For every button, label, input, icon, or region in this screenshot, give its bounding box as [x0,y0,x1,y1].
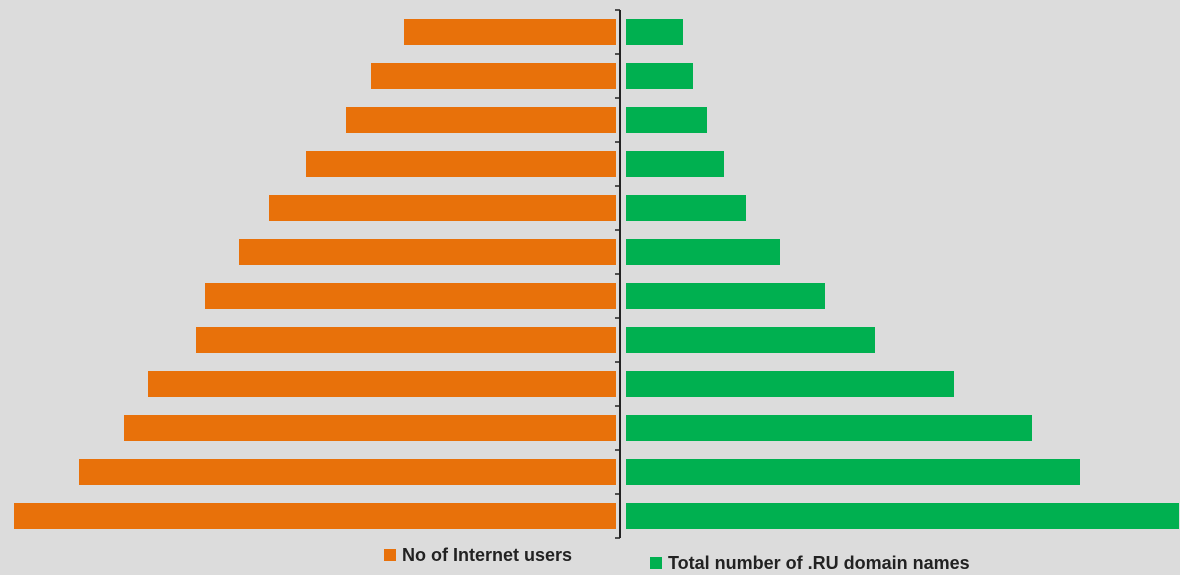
bar-internet-users-8 [148,371,616,397]
legend-item-internet-users: No of Internet users [384,543,572,567]
bar-internet-users-0 [404,19,616,45]
bar-internet-users-10 [79,459,616,485]
bar-internet-users-1 [371,63,616,89]
legend-swatch-green [650,557,662,569]
bar-ru-domains-5 [626,239,780,265]
bar-ru-domains-10 [626,459,1080,485]
bar-internet-users-6 [205,283,616,309]
bar-ru-domains-9 [626,415,1032,441]
legend-label-ru-domains: Total number of .RU domain names [668,552,970,573]
bar-internet-users-3 [306,151,616,177]
bar-internet-users-5 [239,239,616,265]
bar-ru-domains-0 [626,19,683,45]
bar-ru-domains-4 [626,195,746,221]
legend-label-internet-users: No of Internet users [402,544,573,565]
bar-internet-users-7 [196,327,616,353]
bar-internet-users-4 [269,195,616,221]
bar-ru-domains-1 [626,63,693,89]
bar-internet-users-11 [14,503,616,529]
legend-item-ru-domains: Total number of .RU domain names [650,551,970,575]
bar-internet-users-9 [124,415,616,441]
bar-ru-domains-7 [626,327,875,353]
bar-ru-domains-2 [626,107,707,133]
bar-ru-domains-3 [626,151,724,177]
bar-ru-domains-6 [626,283,825,309]
legend-swatch-orange [384,549,396,561]
bar-internet-users-2 [346,107,616,133]
bar-ru-domains-8 [626,371,954,397]
bar-ru-domains-11 [626,503,1179,529]
